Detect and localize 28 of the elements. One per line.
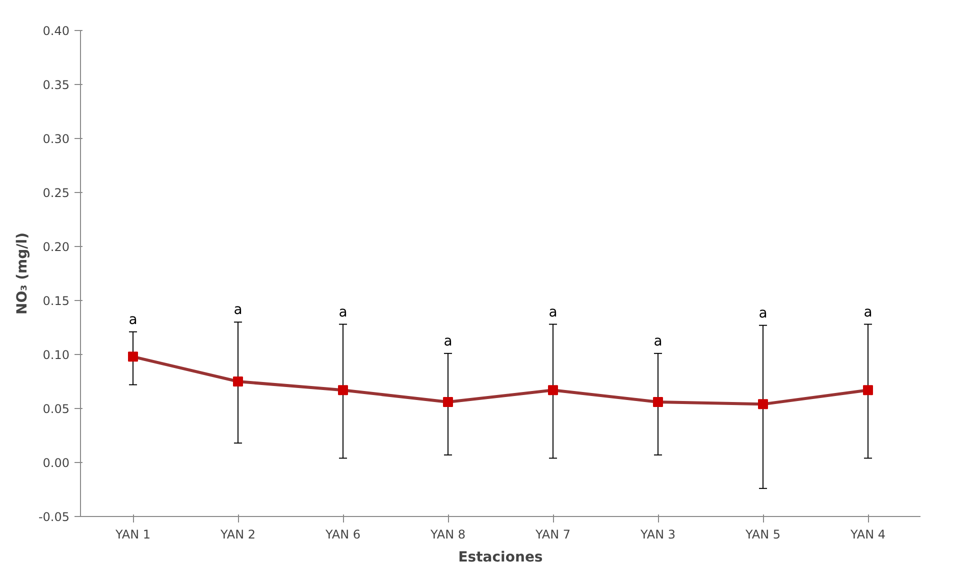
annotation: a [128, 312, 138, 328]
annotation: a [338, 304, 348, 320]
y-tick-label: 0.15 [42, 294, 70, 308]
y-tick-label: 0.25 [42, 186, 70, 200]
annotation: a [548, 304, 558, 320]
y-tick-label: 0.40 [42, 24, 70, 38]
y-tick-label: 0.00 [42, 456, 70, 470]
y-tick-label: 0.30 [42, 132, 70, 146]
x-tick-label: YAN 1 [114, 528, 151, 542]
y-tick-label: 0.35 [42, 78, 70, 92]
x-tick-label: YAN 5 [744, 528, 781, 542]
x-tick-label: YAN 2 [219, 528, 256, 542]
x-tick-label: YAN 3 [639, 528, 676, 542]
x-tick-label: YAN 8 [429, 528, 466, 542]
annotation: a [444, 333, 452, 350]
y-axis-title: NO₃ (mg/l) [14, 232, 30, 314]
annotation: a [654, 333, 662, 350]
annotation: a [864, 304, 872, 320]
y-tick-label: 0.05 [42, 402, 70, 416]
y-tick-label: 0.10 [42, 348, 70, 362]
x-axis-title: Estaciones [458, 550, 543, 566]
annotation: a [234, 302, 242, 318]
y-tick-label: -0.05 [38, 510, 70, 524]
y-tick-label: 0.20 [42, 240, 70, 254]
x-tick-label: YAN 7 [534, 528, 571, 542]
x-tick-label: YAN 4 [849, 528, 886, 542]
x-tick-label: YAN 6 [324, 528, 361, 542]
annotation: a [758, 305, 768, 322]
